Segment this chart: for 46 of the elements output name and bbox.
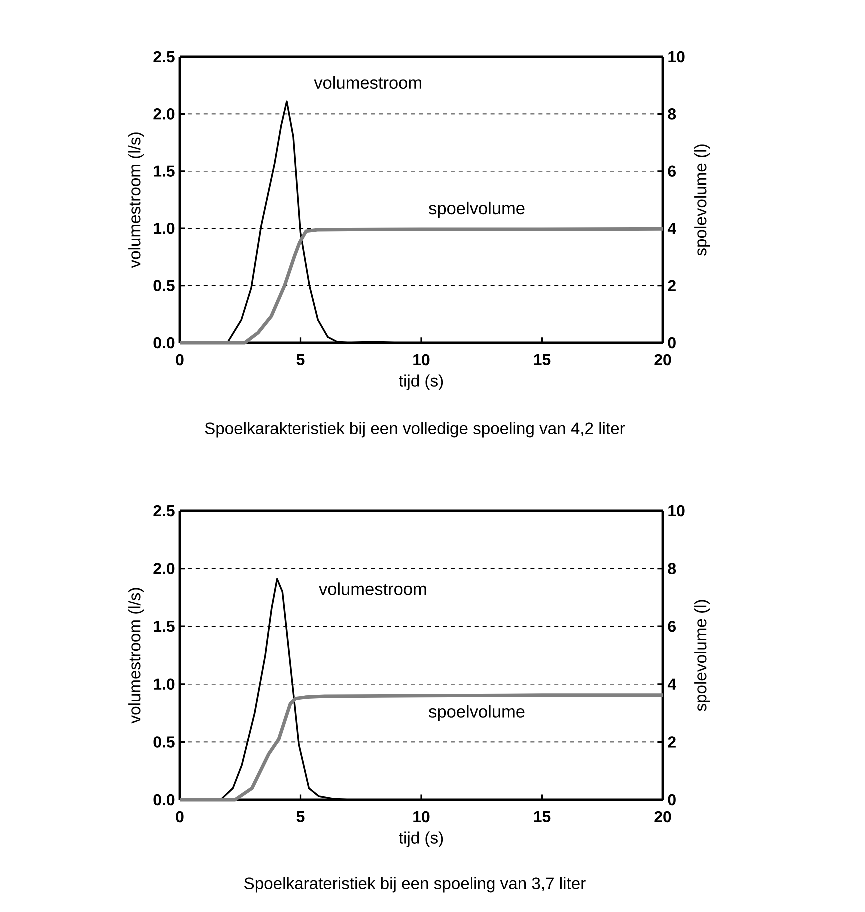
y2-tick-label: 10 (668, 51, 685, 63)
y2-tick-label: 2 (668, 280, 676, 292)
y-tick-label: 0.5 (154, 280, 175, 292)
y-tick-label: 0.5 (154, 736, 175, 748)
y2-tick-label: 0 (668, 337, 676, 349)
text: Spoelkarakteristiek bij een volledige spoeling van 4,2 liter (205, 422, 626, 438)
y2-tick-label: 0 (668, 794, 676, 806)
series-label: volumestroom (314, 76, 422, 90)
x-tick-label: 10 (414, 811, 430, 823)
y2-tick-label: 2 (668, 736, 676, 748)
y-tick-label: 1.0 (154, 678, 175, 690)
y2-tick-label: 6 (668, 166, 676, 178)
series-label: spoelvolume (429, 202, 525, 218)
y2-tick-label: 4 (668, 223, 676, 234)
series-label: spoelvolume (429, 705, 525, 722)
x-tick-label: 0 (176, 811, 184, 823)
x-tick-label: 0 (176, 354, 184, 366)
y-tick-label: 2.5 (154, 51, 175, 63)
y2-tick-label: 10 (668, 505, 685, 517)
y2-tick-label: 4 (668, 678, 676, 690)
text: volumestroom (319, 582, 426, 596)
x-tick-label: 5 (296, 354, 305, 366)
y-tick-label: 2.5 (154, 505, 175, 517)
y-tick-label: 2.0 (154, 108, 175, 120)
x-tick-label: 5 (296, 811, 305, 822)
y-tick-label: 0.0 (154, 337, 175, 349)
x-tick-label: 10 (414, 354, 430, 366)
y-tick-label: 1.0 (154, 222, 175, 234)
x-tick-label: 20 (654, 811, 672, 823)
x-tick-label: 15 (534, 811, 551, 822)
y2-tick-label: 8 (668, 563, 676, 574)
y-axis-title: volumestroom (l/s) (128, 588, 144, 724)
y-tick-label: 1.5 (154, 621, 175, 632)
x-tick-label: 15 (534, 354, 551, 366)
y-axis-title: volumestroom (l/s) (128, 132, 144, 268)
x-axis-title: tijd (s) (399, 374, 444, 390)
text: Spoelkarateristiek bij een spoeling van 3,7 liter (244, 877, 586, 893)
y-tick-label: 0.0 (154, 794, 175, 806)
y2-tick-label: 6 (668, 620, 676, 632)
x-tick-label: 20 (654, 354, 672, 366)
y2-axis-title: spolevolume (l) (694, 144, 710, 256)
y-tick-label: 2.0 (154, 563, 175, 574)
y2-axis-title: spolevolume (l) (694, 600, 710, 712)
x-axis-title: tijd (s) (399, 832, 444, 848)
y2-tick-label: 8 (668, 108, 676, 120)
y-tick-label: 1.5 (154, 166, 175, 177)
